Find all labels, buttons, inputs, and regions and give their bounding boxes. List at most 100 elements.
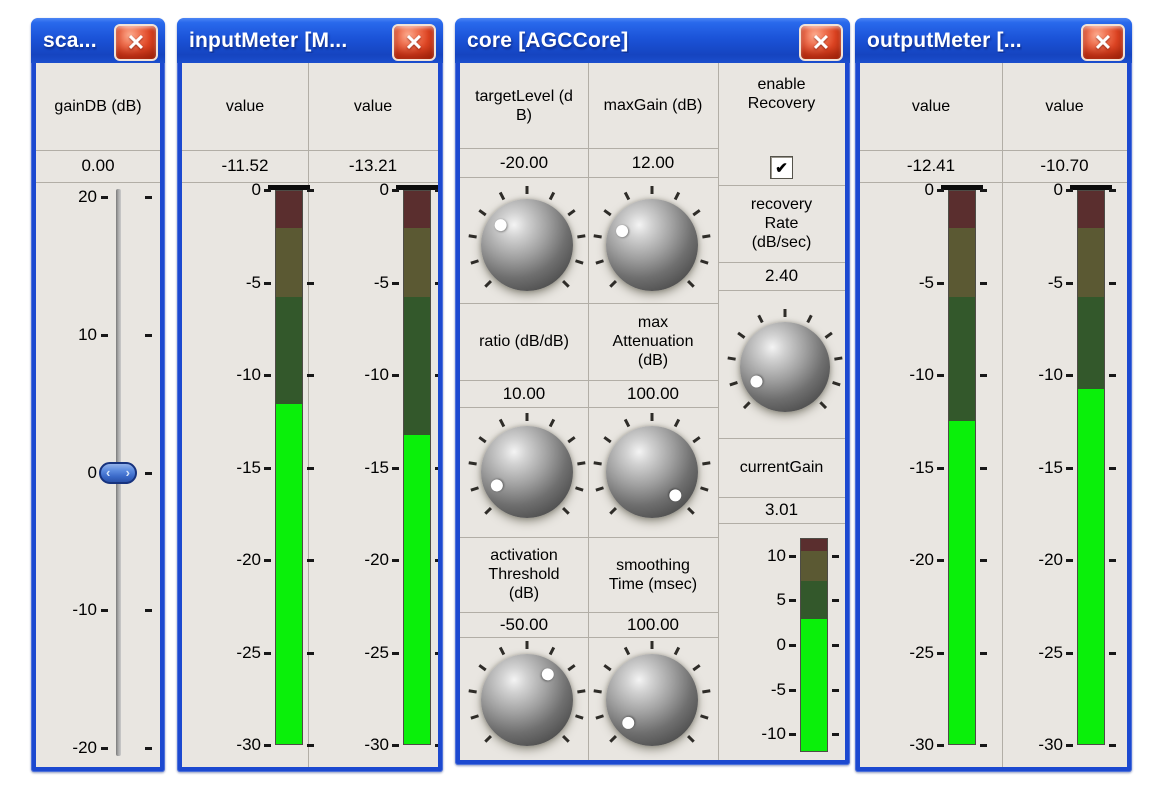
titlebar-scale[interactable]: sca... ✕ — [31, 18, 165, 63]
knob-recoveryRate[interactable] — [727, 309, 843, 412]
knob-tick — [484, 280, 492, 288]
titlebar-input-meter[interactable]: inputMeter [M... ✕ — [177, 18, 443, 63]
knob-tick — [525, 413, 529, 421]
knob-tick — [468, 461, 477, 466]
divider — [718, 438, 845, 439]
window-title: core [AGCCore] — [467, 28, 629, 52]
meter-tick-label: 0 — [251, 180, 261, 199]
meter-tick — [307, 281, 314, 285]
meter-tick — [435, 651, 438, 655]
close-button[interactable]: ✕ — [114, 24, 158, 61]
knob-tick — [593, 689, 602, 694]
meter-tick — [392, 466, 399, 470]
meter-bar — [1077, 190, 1105, 745]
knob-tick — [498, 646, 506, 656]
channel-header: value — [353, 98, 393, 115]
divider — [860, 150, 1127, 151]
window-input-meter: inputMeter [M... ✕ value value -11.52 -1… — [177, 18, 443, 772]
input-meter-content: value value -11.52 -13.21 0 -5 -10 -15 -20 -2… — [182, 63, 438, 767]
knob-tick — [687, 507, 695, 515]
meter-tick-label: 10 — [767, 545, 786, 565]
meter-tick-label: 5 — [776, 590, 786, 610]
knob-tick — [609, 735, 617, 743]
slider-tick-label: 20 — [78, 187, 97, 206]
input-meter-ch2: 0 -5 -10 -15 -20 -25 -30 — [345, 180, 438, 754]
divider — [718, 262, 845, 263]
channel-value: -10.70 — [1040, 156, 1089, 175]
meter-tick — [307, 744, 314, 747]
divider — [860, 182, 1127, 183]
meter-tick-label: -5 — [373, 272, 389, 292]
knob-smoothingTime[interactable] — [593, 641, 711, 746]
meter-zone — [404, 228, 430, 298]
meter-tick-label: 0 — [379, 180, 389, 199]
window-title: inputMeter [M... — [189, 28, 348, 52]
enable-recovery-checkbox[interactable]: ✔ — [770, 156, 793, 179]
meter-tick — [937, 189, 944, 192]
knob-tick — [673, 418, 681, 428]
meter-zone — [404, 191, 430, 228]
slider-tick — [145, 471, 152, 475]
meter-tick — [832, 599, 839, 603]
meter-tick-label: -30 — [364, 735, 389, 754]
knob-tick — [834, 356, 843, 361]
knob-tick — [673, 191, 681, 201]
meter-tick — [980, 281, 987, 285]
meter-level-bright — [801, 619, 827, 751]
channel-value: -11.52 — [221, 156, 269, 175]
meter-zone — [801, 539, 827, 552]
knob-tick — [593, 234, 602, 239]
close-button[interactable]: ✕ — [1081, 24, 1125, 61]
knob-tick — [567, 436, 576, 444]
close-icon: ✕ — [404, 29, 424, 55]
meter-level-bright — [276, 404, 302, 744]
meter-tick — [264, 651, 271, 655]
knob-tick — [824, 331, 833, 339]
meter-tick-label: 0 — [776, 635, 786, 654]
knob-tick — [609, 280, 617, 288]
meter-tick — [435, 559, 438, 562]
channel-header: value — [911, 98, 951, 115]
param-value-ratio: 10.00 — [502, 383, 546, 403]
meter-tick — [832, 644, 839, 647]
knob-tick — [575, 714, 584, 720]
gain-slider[interactable]: 20 10 0 -10 -20 ‹ › — [36, 182, 160, 767]
knob-tick — [650, 413, 654, 421]
slider-thumb[interactable]: ‹ › — [99, 461, 137, 484]
meter-tick-label: -25 — [236, 642, 261, 662]
meter-tick — [307, 559, 314, 562]
meter-tick — [980, 651, 987, 655]
knob-targetLevel[interactable] — [468, 186, 586, 291]
titlebar-output-meter[interactable]: outputMeter [... ✕ — [855, 18, 1132, 63]
knob-tick — [702, 689, 711, 694]
titlebar-core[interactable]: core [AGCCore] ✕ — [455, 18, 850, 63]
meter-tick — [1109, 374, 1116, 377]
knob-tick — [595, 259, 604, 265]
slider-tick — [145, 333, 152, 337]
close-button[interactable]: ✕ — [392, 24, 436, 61]
knob-tick — [737, 331, 746, 339]
meter-zone — [1078, 191, 1104, 228]
window-title: outputMeter [... — [867, 28, 1022, 52]
knob-tick — [603, 436, 612, 444]
recovery-rate-label: recovery Rate (dB/sec) — [750, 196, 813, 251]
meter-tick-label: -10 — [1038, 365, 1063, 384]
knob-ratio[interactable] — [468, 413, 586, 518]
meter-tick — [1066, 281, 1073, 285]
knob-maxGain[interactable] — [593, 186, 711, 291]
knob-tick — [595, 714, 604, 720]
meter-tick-label: -5 — [1047, 272, 1063, 292]
knob-tick — [757, 314, 764, 324]
knob-maxAttenuation[interactable] — [593, 413, 711, 518]
slider-tick — [145, 747, 152, 750]
meter-tick — [789, 688, 796, 692]
meter-tick — [937, 281, 944, 285]
close-button[interactable]: ✕ — [799, 24, 843, 61]
meter-bar — [800, 538, 828, 752]
knob-tick — [700, 714, 709, 720]
knob-tick — [806, 314, 813, 324]
meter-tick — [832, 554, 839, 558]
meter-tick-label: -30 — [236, 735, 261, 754]
knob-activationThreshold[interactable] — [468, 641, 586, 746]
